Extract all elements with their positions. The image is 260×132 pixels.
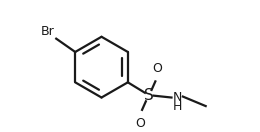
Text: H: H [172,100,182,113]
Text: Br: Br [41,25,54,38]
Text: N: N [172,91,182,104]
Text: S: S [144,88,154,103]
Text: O: O [152,62,162,75]
Text: O: O [135,117,145,129]
